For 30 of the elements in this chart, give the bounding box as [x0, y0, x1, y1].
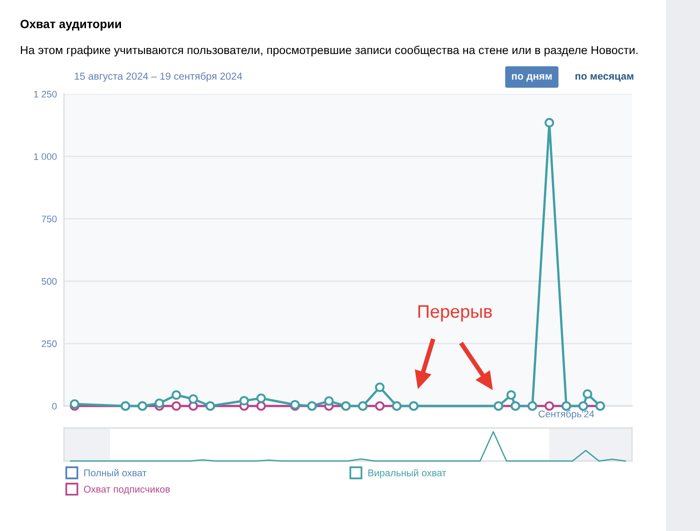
x-tick-label: Сентябрь'24 [538, 410, 594, 420]
point [256, 401, 266, 411]
point [154, 398, 164, 408]
chart-subtitle: На этом графике учитываются пользователи, просмотревшие записи сообщества на стене или в разделе Новости. [20, 46, 638, 56]
text: по дням [512, 74, 552, 82]
point [239, 396, 249, 406]
text: по месяцам [576, 74, 634, 82]
y-tick-label: 250 [42, 340, 57, 348]
y-tick-label: 1 000 [34, 153, 57, 160]
point [544, 401, 554, 411]
legend-label: Виральный охват [368, 469, 446, 478]
point [582, 389, 592, 399]
y-tick-label: 0 [52, 402, 57, 410]
legend-label: Охват подписчиков [84, 486, 170, 495]
annotation: Перерыв [418, 305, 492, 322]
point [172, 390, 182, 400]
y-tick-label: 1 250 [34, 90, 57, 98]
chart-title: Охват аудитории [20, 20, 121, 31]
point [374, 401, 385, 411]
point [374, 382, 385, 392]
point [506, 390, 516, 400]
text: 15 августа 2024 – 19 сентября 2024 [74, 72, 242, 82]
point [188, 394, 198, 404]
point [544, 118, 554, 128]
point [256, 393, 266, 404]
point [324, 396, 334, 406]
y-tick-label: 750 [42, 216, 57, 222]
y-tick-label: 500 [42, 278, 57, 285]
legend-label: Полный охват [84, 469, 147, 476]
point [172, 401, 182, 411]
